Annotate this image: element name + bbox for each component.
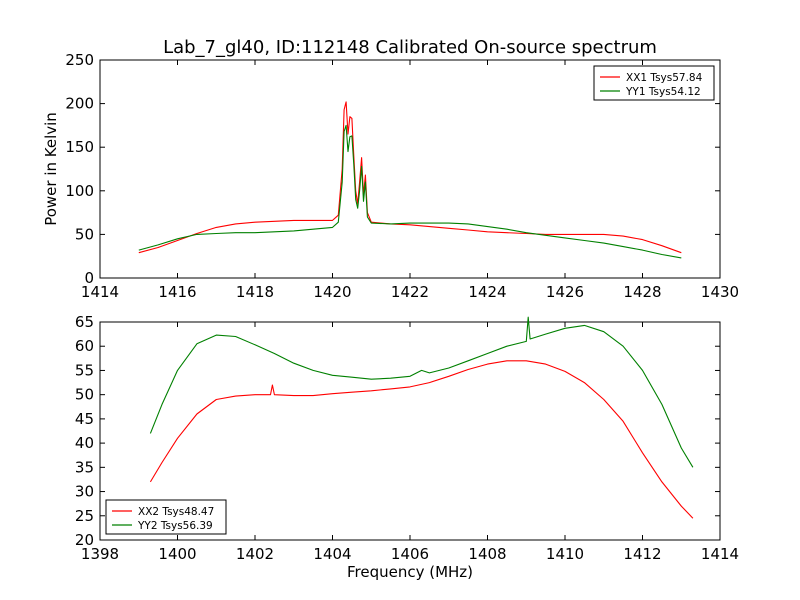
x-tick-label: 1408	[468, 545, 506, 563]
legend-label: YY2 Tsys56.39	[137, 520, 213, 532]
x-tick-label: 1404	[313, 545, 351, 563]
bottom-axis-ticks: 1398 1400 1402 1404 1406 1408 1410 1412 1414 20 25…	[75, 313, 739, 563]
legend-label: YY1 Tsys54.12	[625, 86, 701, 98]
y-tick-label: 30	[75, 483, 94, 501]
y-tick-label: 50	[75, 225, 94, 243]
x-tick-label: 1422	[391, 283, 429, 301]
y-tick-label: 50	[75, 386, 94, 404]
bottom-panel: 1398 1400 1402 1404 1406 1408 1410 1412 1414 20 25…	[75, 313, 739, 581]
x-tick-label: 1418	[236, 283, 274, 301]
y-tick-label: 150	[65, 138, 94, 156]
y-tick-label: 40	[75, 434, 94, 452]
y-tick-label: 35	[75, 458, 94, 476]
x-tick-label: 1410	[546, 545, 584, 563]
series-line-1	[138, 101, 682, 254]
y-tick-label: 0	[84, 269, 94, 287]
legend-frame	[105, 499, 227, 535]
top-axis-ticks: 1414 1416 1418 1420 1422 1424 1426 1428 1430 0 50 1…	[65, 51, 739, 301]
x-tick-label: 1414	[701, 545, 739, 563]
top-y-axis-label: Power in Kelvin	[42, 112, 60, 226]
top-legend: XX1 Tsys57.84 YY1 Tsys54.12	[593, 65, 715, 101]
legend-label: XX2 Tsys48.47	[138, 506, 214, 518]
y-tick-label: 60	[75, 337, 94, 355]
x-tick-label: 1414	[81, 283, 119, 301]
x-tick-label: 1402	[236, 545, 274, 563]
legend-label: XX1 Tsys57.84	[626, 72, 703, 84]
x-tick-label: 1428	[623, 283, 661, 301]
legend-frame	[593, 65, 715, 101]
x-tick-label: 1426	[546, 283, 584, 301]
bottom-x-axis-label: Frequency (MHz)	[347, 563, 473, 581]
y-tick-label: 55	[75, 361, 94, 379]
y-tick-label: 45	[75, 410, 94, 428]
top-series-lines	[138, 101, 682, 259]
x-tick-label: 1420	[313, 283, 351, 301]
y-tick-label: 20	[75, 531, 94, 549]
series-line-2	[138, 124, 682, 259]
x-tick-label: 1424	[468, 283, 506, 301]
x-tick-label: 1412	[623, 545, 661, 563]
top-panel: 1414 1416 1418 1420 1422 1424 1426 1428 1430 0 50 1…	[42, 51, 739, 301]
chart-title: Lab_7_gl40, ID:112148 Calibrated On-sour…	[163, 37, 657, 58]
y-tick-label: 100	[65, 182, 94, 200]
y-tick-label: 200	[65, 95, 94, 113]
y-tick-label: 25	[75, 507, 94, 525]
bottom-series-lines	[149, 316, 694, 519]
x-tick-label: 1400	[158, 545, 196, 563]
series-line-2	[149, 316, 694, 468]
series-line-1	[149, 360, 694, 519]
x-tick-label: 1416	[158, 283, 196, 301]
bottom-legend: XX2 Tsys48.47 YY2 Tsys56.39	[105, 499, 227, 535]
x-tick-label: 1430	[701, 283, 739, 301]
x-tick-label: 1406	[391, 545, 429, 563]
x-tick-label: 1398	[81, 545, 119, 563]
y-tick-label: 65	[75, 313, 94, 331]
y-tick-label: 250	[65, 51, 94, 69]
